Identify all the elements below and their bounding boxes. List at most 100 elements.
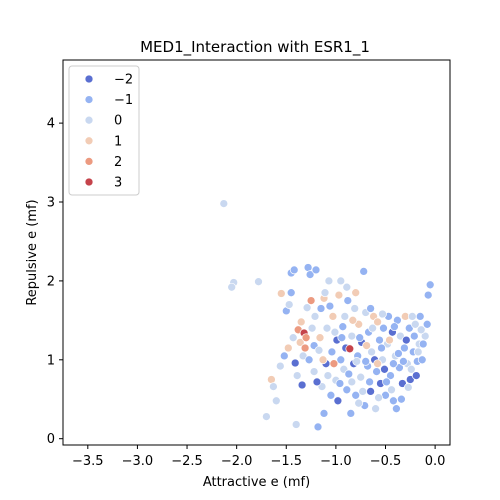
data-point (385, 335, 394, 345)
data-point (413, 347, 423, 357)
data-point (378, 309, 387, 319)
data-point (323, 371, 333, 380)
data-point (403, 383, 413, 392)
data-point (267, 375, 276, 384)
data-point (279, 351, 289, 361)
data-point (420, 331, 430, 341)
data-point (382, 377, 391, 387)
data-point (318, 355, 328, 365)
data-point (399, 357, 408, 366)
data-point (377, 343, 386, 353)
data-point (309, 367, 319, 376)
data-point (387, 385, 396, 395)
x-tick-label: −3.5 (72, 454, 104, 469)
data-point (347, 377, 357, 387)
data-point (305, 270, 315, 279)
data-point (367, 347, 376, 357)
data-point (366, 387, 375, 396)
data-point (356, 372, 366, 382)
data-point (336, 276, 346, 286)
x-axis: −3.5 −3.0 −2.5 −2.0 −1.5 −1.0 −0.5 0.0 (72, 445, 445, 469)
data-point (386, 371, 395, 380)
data-point (362, 341, 371, 350)
data-point (262, 412, 271, 421)
data-point (368, 323, 377, 333)
data-point (351, 390, 361, 400)
chart-title: MED1_Interaction with ESR1_1 (140, 38, 370, 57)
data-point (374, 393, 383, 403)
data-point (312, 377, 322, 387)
y-tick-label: 1 (47, 353, 55, 368)
legend: −2 −1 0 1 2 3 (68, 65, 140, 196)
data-point (291, 420, 301, 429)
data-point (310, 312, 320, 321)
data-point (394, 349, 403, 358)
data-point (327, 347, 337, 357)
data-point (366, 304, 375, 313)
data-point (411, 371, 421, 380)
data-point (326, 390, 336, 400)
legend-marker (84, 74, 94, 84)
data-point (316, 304, 326, 313)
data-point (359, 267, 369, 276)
data-point (373, 317, 382, 327)
data-point (344, 369, 354, 379)
data-point (350, 304, 360, 313)
data-point (337, 333, 347, 343)
legend-marker (84, 115, 94, 125)
legend-marker (84, 157, 94, 166)
x-tick-label: 0.0 (425, 454, 446, 469)
x-tick-label: −1.5 (270, 454, 302, 469)
data-point (423, 290, 433, 300)
data-point (342, 282, 352, 292)
data-point (334, 290, 344, 300)
data-point (295, 338, 305, 347)
data-point (372, 367, 381, 376)
data-point (306, 296, 316, 305)
data-point (311, 265, 321, 275)
legend-label: 2 (114, 155, 122, 170)
data-point (416, 325, 426, 335)
data-point (397, 394, 406, 404)
data-point (219, 199, 229, 208)
data-point (354, 398, 364, 408)
data-point (227, 282, 237, 292)
data-point (340, 312, 350, 321)
data-point (390, 322, 399, 332)
legend-label: 3 (114, 176, 122, 191)
data-point (346, 409, 356, 418)
data-point (289, 265, 299, 275)
data-point (418, 339, 428, 349)
data-point (276, 289, 286, 298)
data-point (283, 343, 293, 353)
legend-label: 0 (114, 114, 122, 129)
x-tick-label: −2.0 (221, 454, 253, 469)
data-point (425, 280, 435, 290)
data-point (361, 357, 371, 366)
data-point (271, 396, 281, 406)
data-point (286, 288, 296, 298)
data-point (301, 333, 311, 343)
data-point (343, 296, 353, 305)
data-point (335, 379, 345, 388)
data-point (254, 277, 263, 287)
data-point (325, 301, 335, 311)
data-point (417, 355, 427, 365)
data-point (347, 331, 357, 341)
data-point (338, 322, 348, 332)
x-tick-label: −0.5 (370, 454, 402, 469)
data-point (354, 319, 364, 329)
data-point (290, 358, 300, 368)
data-point (302, 303, 312, 313)
data-point (365, 377, 374, 387)
legend-items: −2 −1 0 1 2 3 (84, 73, 133, 191)
data-point (406, 364, 416, 374)
data-point (315, 333, 325, 343)
data-point (297, 380, 307, 390)
x-tick-label: −3.0 (122, 454, 154, 469)
data-point (375, 335, 384, 345)
data-point (328, 312, 338, 321)
legend-label: −2 (114, 73, 133, 88)
data-point (300, 343, 310, 353)
